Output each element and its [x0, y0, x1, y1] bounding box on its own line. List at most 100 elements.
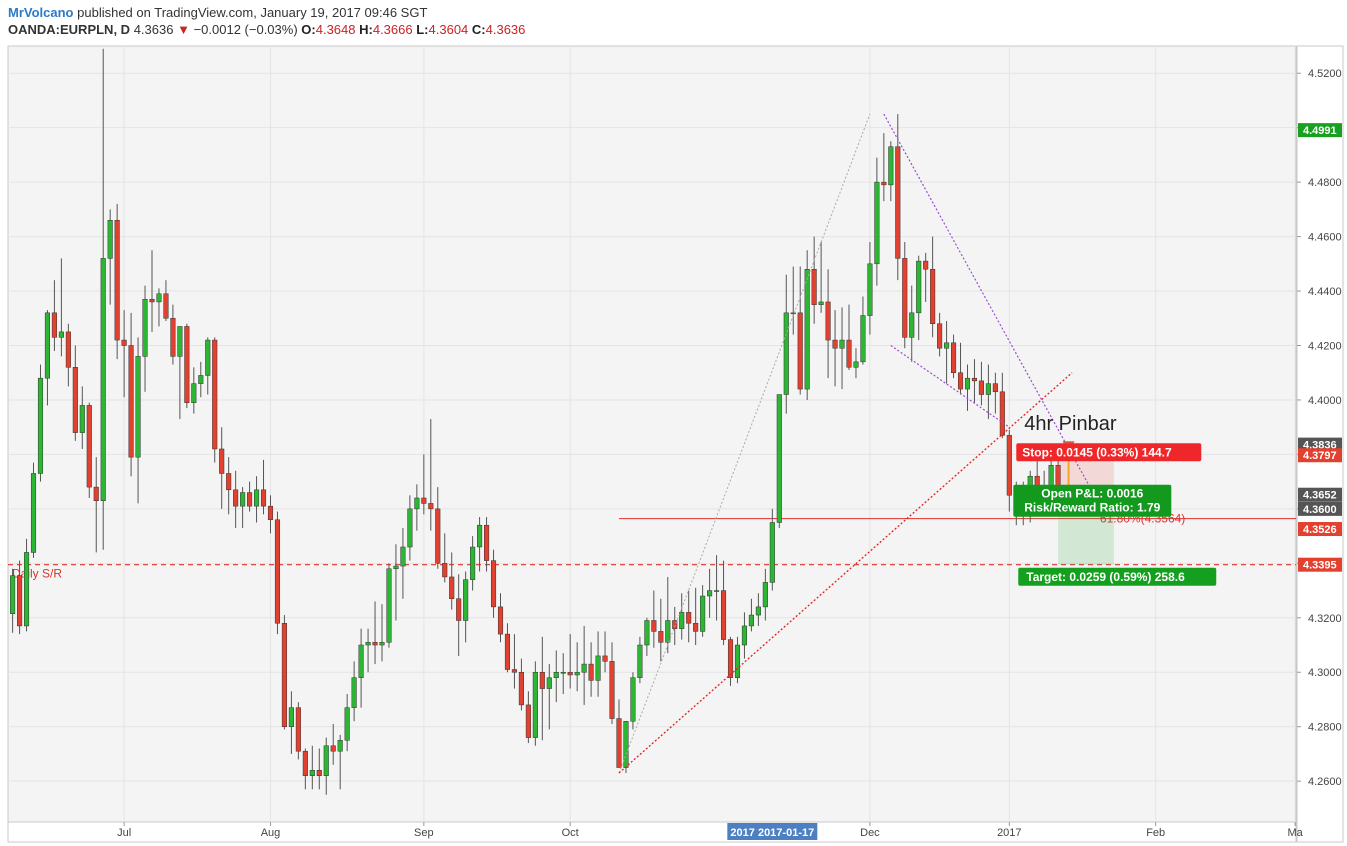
plot-area[interactable]: [7, 45, 1297, 823]
candle-body: [428, 503, 434, 510]
last-price: 4.3636: [133, 22, 174, 37]
candle: [658, 598, 664, 662]
candle-body: [149, 298, 155, 303]
candle-body: [44, 312, 51, 379]
candle: [414, 484, 420, 531]
candle-body: [17, 575, 23, 627]
candle: [58, 258, 64, 357]
candle: [44, 310, 51, 406]
candle-body: [288, 707, 294, 727]
candle: [365, 628, 371, 673]
candle: [874, 157, 880, 286]
candle: [867, 242, 873, 335]
price-chart[interactable]: Daily S/R 61.80%(4.3564) 4hr PinbarStop:…: [0, 44, 1347, 846]
candle: [532, 661, 538, 746]
candle-body: [302, 750, 308, 776]
candle-body: [121, 339, 127, 346]
candle-body: [574, 671, 580, 676]
candle-body: [881, 181, 887, 186]
candle: [693, 587, 699, 646]
candle-body: [762, 582, 768, 608]
candle: [909, 285, 915, 362]
open-value: 4.3648: [315, 22, 356, 37]
price-label-box: [1298, 487, 1342, 502]
price-label: 4.3652: [1303, 490, 1337, 502]
candle-body: [58, 331, 64, 338]
candle-body: [170, 318, 176, 357]
candle-body: [727, 639, 734, 678]
candle-body: [309, 770, 315, 776]
candle-body: [337, 740, 343, 752]
time-axis[interactable]: [7, 821, 1297, 843]
candle: [644, 617, 650, 656]
price-label: 4.3526: [1303, 524, 1337, 536]
candle: [720, 560, 727, 646]
candle-body: [957, 372, 964, 390]
candle-body: [595, 655, 601, 681]
candle: [260, 459, 267, 515]
price-axis-labels: 4.52004.50004.48004.46004.44004.42004.40…: [1297, 68, 1342, 788]
candle-body: [539, 671, 545, 689]
candle-body: [511, 669, 517, 673]
candle-body: [421, 497, 427, 504]
candle-body: [630, 677, 636, 722]
candle-body: [65, 331, 71, 368]
candle-body: [651, 620, 657, 632]
candle: [825, 269, 831, 379]
candle-body: [951, 342, 957, 373]
candle: [623, 721, 629, 773]
candle: [860, 296, 866, 365]
time-tick-label: Aug: [261, 827, 281, 839]
candle: [191, 367, 197, 414]
price-label-box: [1298, 123, 1342, 138]
candle: [609, 642, 615, 724]
channel-upper-line: [883, 113, 1094, 493]
candle: [790, 266, 796, 335]
candle-body: [1048, 465, 1054, 488]
time-tick-label: Sep: [414, 827, 434, 839]
candle-body: [477, 524, 483, 548]
high-value: 4.3666: [372, 22, 413, 37]
candle-body: [567, 671, 573, 676]
candle-body: [72, 367, 78, 433]
candle-body: [602, 655, 608, 662]
candle-body: [923, 260, 929, 270]
candle: [79, 386, 85, 449]
candle: [748, 598, 754, 632]
date-highlight-label: 2017 2017-01-17: [730, 827, 814, 839]
candle-body: [686, 612, 692, 624]
long-position-tool[interactable]: 4hr Pinbar Stop: 0.0145 (0.33%) 144.7 Open…: [1013, 413, 1217, 586]
price-tick-label: 4.4400: [1308, 286, 1342, 298]
candle: [267, 495, 274, 534]
candle-body: [198, 375, 204, 384]
candle-body: [30, 473, 37, 553]
symbol-label[interactable]: OANDA:EURPLN, D: [8, 22, 131, 37]
candle-body: [888, 146, 894, 186]
candle: [170, 304, 176, 365]
candle: [121, 310, 127, 398]
candle-body: [637, 644, 643, 678]
down-arrow-icon: ▼: [177, 22, 190, 37]
chart-header: MrVolcano published on TradingView.com, …: [0, 0, 1347, 44]
candle: [714, 555, 720, 621]
candle: [212, 337, 218, 463]
candle-body: [400, 546, 406, 567]
candle: [923, 252, 929, 302]
candle: [539, 636, 545, 741]
candle: [372, 601, 378, 665]
candle-body: [672, 620, 678, 629]
candle-body: [260, 489, 267, 507]
candle: [344, 694, 350, 752]
candle: [463, 571, 469, 643]
date-highlight-box: [727, 823, 818, 840]
rising-trendline: [618, 372, 1073, 774]
price-label-box: [1298, 557, 1342, 572]
candle-body: [281, 622, 287, 727]
candle: [951, 334, 957, 379]
candle: [490, 549, 497, 618]
author-link[interactable]: MrVolcano: [8, 5, 74, 20]
candle-body: [644, 620, 650, 646]
candle-body: [372, 642, 378, 646]
candle-body: [114, 220, 120, 341]
candle-body: [588, 663, 594, 681]
